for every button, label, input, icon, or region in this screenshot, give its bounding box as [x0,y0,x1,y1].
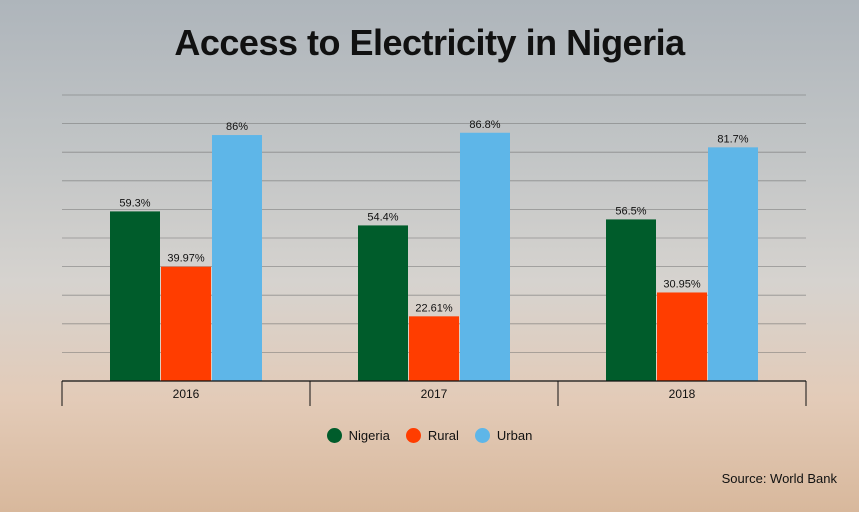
gridlines [62,94,806,353]
data-label: 56.5% [615,205,646,217]
x-tick-label: 2016 [173,387,200,401]
legend-label: Urban [496,428,533,443]
bar-nigeria-2016 [110,211,160,381]
bar-urban-2016 [212,135,262,381]
bar-rural-2016 [161,266,211,381]
legend-swatch [405,428,421,443]
legend-label: Nigeria [348,428,390,443]
x-tick-label: 2017 [421,387,448,401]
data-label: 39.97% [167,253,205,265]
legend-swatch [474,428,490,443]
source-note: Source: World Bank [721,471,837,486]
data-label: 59.3% [119,197,150,209]
legend-item-nigeria: Nigeria [326,428,390,443]
bar-rural-2018 [657,292,707,381]
x-tick-label: 2018 [669,387,696,401]
legend-item-rural: Rural [405,428,459,443]
bar-urban-2017 [460,132,510,381]
bar-rural-2017 [409,316,459,381]
legend-label: Rural [427,428,459,443]
bar-labels: 59.3% 39.97% 86% 54.4% 22.61% 86.8% 56.5% 30.95… [119,119,748,315]
bar-nigeria-2018 [606,219,656,381]
x-axis: 2016 2017 2018 [61,380,807,406]
legend-item-urban: Urban [474,428,533,443]
data-label: 22.61% [415,302,453,314]
data-label: 30.95% [663,278,701,290]
data-label: 86.8% [469,119,500,131]
bar-urban-2018 [708,147,758,381]
data-label: 86% [226,121,248,133]
bar-nigeria-2017 [358,225,408,381]
bars [110,132,758,381]
legend-swatch [326,428,342,443]
legend: Nigeria Rural Urban [0,428,859,443]
data-label: 54.4% [367,211,398,223]
data-label: 81.7% [717,133,748,145]
chart-title: Access to Electricity in Nigeria [174,22,685,63]
